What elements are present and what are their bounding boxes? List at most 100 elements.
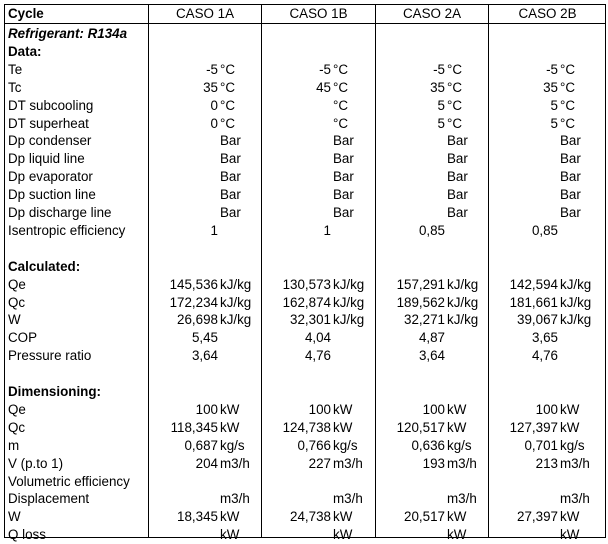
- cell-value: 32,271: [404, 312, 445, 328]
- cell-value: 0,701: [524, 437, 558, 453]
- header-case-1a: CASO 1A: [175, 6, 235, 21]
- row-label: Pressure ratio: [8, 348, 92, 364]
- cell-unit: m3/h: [333, 491, 363, 507]
- cell-unit: kJ/kg: [560, 276, 592, 292]
- cell-unit: °C: [220, 79, 236, 95]
- cell-unit: kW: [447, 509, 467, 525]
- cell-unit: kW: [447, 401, 467, 417]
- cell-unit: kW: [447, 419, 467, 435]
- cell-unit: °C: [220, 115, 236, 131]
- cell-value: 0,687: [184, 437, 218, 453]
- cell-value: 35: [203, 79, 218, 95]
- cell-unit: m3/h: [447, 455, 477, 471]
- cell-value: 45: [316, 79, 331, 95]
- cell-value: 0,636: [411, 437, 445, 453]
- cell-unit: kJ/kg: [333, 276, 365, 292]
- section-heading: Dimensioning:: [8, 384, 101, 399]
- cell-unit: kW: [333, 401, 353, 417]
- column-divider: [261, 5, 262, 537]
- cell-unit: m3/h: [220, 491, 250, 507]
- cell-value: 5: [437, 115, 445, 131]
- header-case-2b: CASO 2B: [518, 6, 577, 21]
- cell-value: 35: [430, 79, 445, 95]
- cell-value: 0,766: [297, 437, 331, 453]
- cell-value: 1: [323, 222, 331, 238]
- cell-unit: Bar: [333, 187, 354, 203]
- cell-value: 5: [550, 115, 558, 131]
- row-label: Q loss: [8, 527, 46, 543]
- row-label: Volumetric efficiency: [8, 473, 130, 489]
- cell-unit: °C: [333, 61, 349, 77]
- cell-value: 24,738: [290, 509, 331, 525]
- cell-unit: °C: [220, 97, 236, 113]
- cell-unit: °C: [447, 61, 463, 77]
- cell-unit: m3/h: [447, 491, 477, 507]
- cell-value: 193: [422, 455, 445, 471]
- row-label: W: [8, 509, 21, 525]
- cell-value: 100: [422, 401, 445, 417]
- column-divider: [375, 5, 376, 537]
- row-label: V (p.to 1): [8, 455, 64, 471]
- cell-unit: Bar: [220, 205, 241, 220]
- cell-unit: Bar: [560, 133, 581, 149]
- cell-value: 0,85: [418, 222, 445, 238]
- cell-unit: kW: [220, 401, 240, 417]
- cell-unit: kW: [220, 527, 240, 543]
- cell-unit: m3/h: [333, 455, 363, 471]
- cell-unit: °C: [447, 115, 463, 131]
- cell-unit: Bar: [447, 205, 468, 220]
- cell-unit: kW: [333, 419, 353, 435]
- header-cycle-label: Cycle: [8, 6, 44, 21]
- cell-value: 181,661: [509, 294, 558, 310]
- cell-unit: kJ/kg: [220, 276, 252, 292]
- cell-value: 27,397: [517, 509, 558, 525]
- cell-value: 0: [210, 97, 218, 113]
- cell-value: 18,345: [177, 509, 218, 525]
- cell-unit: kW: [560, 419, 580, 435]
- cell-unit: m3/h: [560, 455, 590, 471]
- cell-unit: kW: [220, 509, 240, 525]
- cell-unit: Bar: [447, 169, 468, 185]
- header-case-1b: CASO 1B: [289, 6, 348, 21]
- cell-unit: Bar: [220, 133, 241, 149]
- cell-value: 1: [210, 222, 218, 238]
- cell-unit: °C: [220, 61, 236, 77]
- cell-unit: kJ/kg: [333, 312, 365, 328]
- cell-value: 124,738: [282, 419, 331, 435]
- cell-value: 0: [210, 115, 218, 131]
- cycle-comparison-table: Cycle CASO 1A CASO 1B CASO 2A CASO 2B Re…: [4, 4, 606, 542]
- cell-unit: kJ/kg: [447, 312, 479, 328]
- cell-value: 162,874: [282, 294, 331, 310]
- cell-value: 3,65: [531, 330, 558, 346]
- cell-value: 5: [437, 97, 445, 113]
- cell-unit: °C: [447, 79, 463, 95]
- cell-value: -5: [433, 61, 445, 77]
- cell-unit: Bar: [220, 187, 241, 203]
- cell-value: -5: [206, 61, 218, 77]
- cell-value: 145,536: [169, 276, 218, 292]
- cell-value: 130,573: [282, 276, 331, 292]
- row-label: Displacement: [8, 491, 90, 507]
- cell-value: 35: [543, 79, 558, 95]
- cell-unit: kJ/kg: [333, 294, 365, 310]
- cell-value: 120,517: [396, 419, 445, 435]
- cell-unit: Bar: [560, 151, 581, 167]
- cell-value: 3,64: [418, 348, 445, 364]
- cell-value: 5: [550, 97, 558, 113]
- cell-value: 100: [195, 401, 218, 417]
- cell-unit: kJ/kg: [220, 294, 252, 310]
- cell-value: -5: [546, 61, 558, 77]
- cell-unit: Bar: [333, 151, 354, 167]
- cell-unit: kg/s: [220, 437, 245, 453]
- cell-unit: Bar: [333, 205, 354, 220]
- cell-unit: kg/s: [560, 437, 585, 453]
- cell-unit: kW: [560, 401, 580, 417]
- cell-unit: m3/h: [560, 491, 590, 507]
- cell-value: 127,397: [509, 419, 558, 435]
- cell-value: 4,04: [304, 330, 331, 346]
- row-label: Isentropic efficiency: [8, 222, 126, 238]
- cell-value: 100: [308, 401, 331, 417]
- cell-unit: kW: [333, 527, 353, 543]
- cell-unit: °C: [560, 115, 576, 131]
- cell-unit: °C: [333, 79, 349, 95]
